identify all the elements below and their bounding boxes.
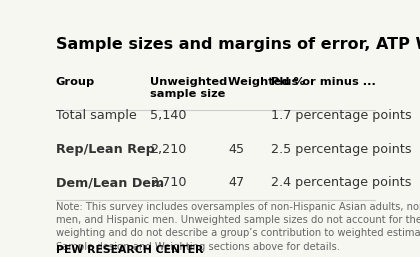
Text: 2,210: 2,210 — [150, 143, 186, 156]
Text: PEW RESEARCH CENTER: PEW RESEARCH CENTER — [56, 245, 203, 255]
Text: Unweighted
sample size: Unweighted sample size — [150, 77, 227, 99]
Text: Dem/Lean Dem: Dem/Lean Dem — [56, 176, 164, 189]
Text: Group: Group — [56, 77, 95, 87]
Text: 45: 45 — [228, 143, 244, 156]
Text: 2.5 percentage points: 2.5 percentage points — [270, 143, 411, 156]
Text: Note: This survey includes oversamples of non-Hispanic Asian adults, non-Hispani: Note: This survey includes oversamples o… — [56, 202, 420, 252]
Text: Sample sizes and margins of error, ATP Wave 140: Sample sizes and margins of error, ATP W… — [56, 37, 420, 52]
Text: 2.4 percentage points: 2.4 percentage points — [270, 176, 411, 189]
Text: 5,140: 5,140 — [150, 109, 186, 122]
Text: 2,710: 2,710 — [150, 176, 186, 189]
Text: 1.7 percentage points: 1.7 percentage points — [270, 109, 411, 122]
Text: Plus or minus ...: Plus or minus ... — [270, 77, 375, 87]
Text: Weighted %: Weighted % — [228, 77, 305, 87]
Text: Rep/Lean Rep: Rep/Lean Rep — [56, 143, 155, 156]
Text: 47: 47 — [228, 176, 244, 189]
Text: Total sample: Total sample — [56, 109, 136, 122]
